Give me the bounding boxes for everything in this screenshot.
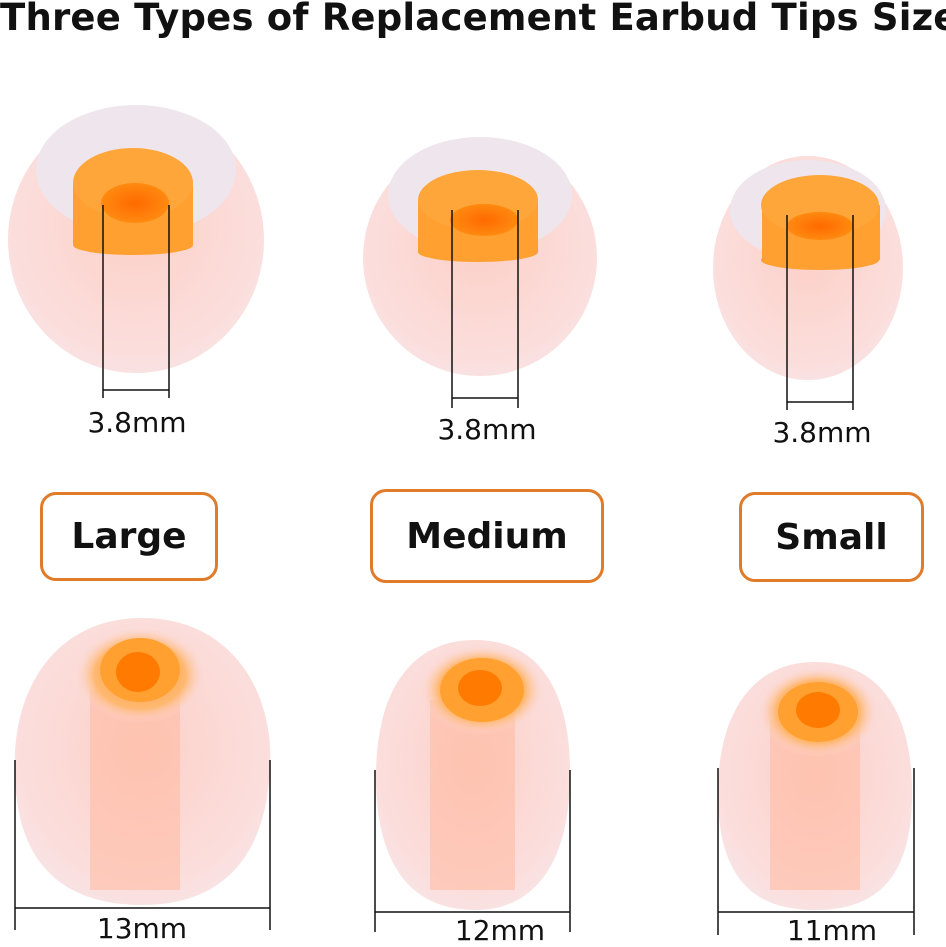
page-title: Three Types of Replacement Earbud Tips S… [0, 0, 946, 39]
earbud-medium-side [375, 640, 571, 910]
diameter-label-small: 11mm [786, 914, 878, 947]
earbud-large-top [8, 105, 264, 373]
diameter-label-medium: 12mm [454, 914, 546, 947]
bore-label-small: 3.8mm [772, 416, 872, 449]
earbud-medium-top [363, 137, 597, 376]
size-label-medium: Medium [370, 489, 604, 583]
earbud-large-side [14, 618, 271, 905]
diameter-label-large: 13mm [96, 912, 188, 945]
earbud-small-side [717, 662, 913, 910]
bore-label-large: 3.8mm [87, 406, 187, 439]
bore-dimension-lines [102, 205, 854, 410]
size-label-small: Small [739, 492, 924, 582]
diameter-dimension-lines [14, 760, 915, 935]
bore-label-medium: 3.8mm [437, 413, 537, 446]
earbud-small-top [713, 156, 903, 380]
size-label-large: Large [40, 492, 218, 581]
